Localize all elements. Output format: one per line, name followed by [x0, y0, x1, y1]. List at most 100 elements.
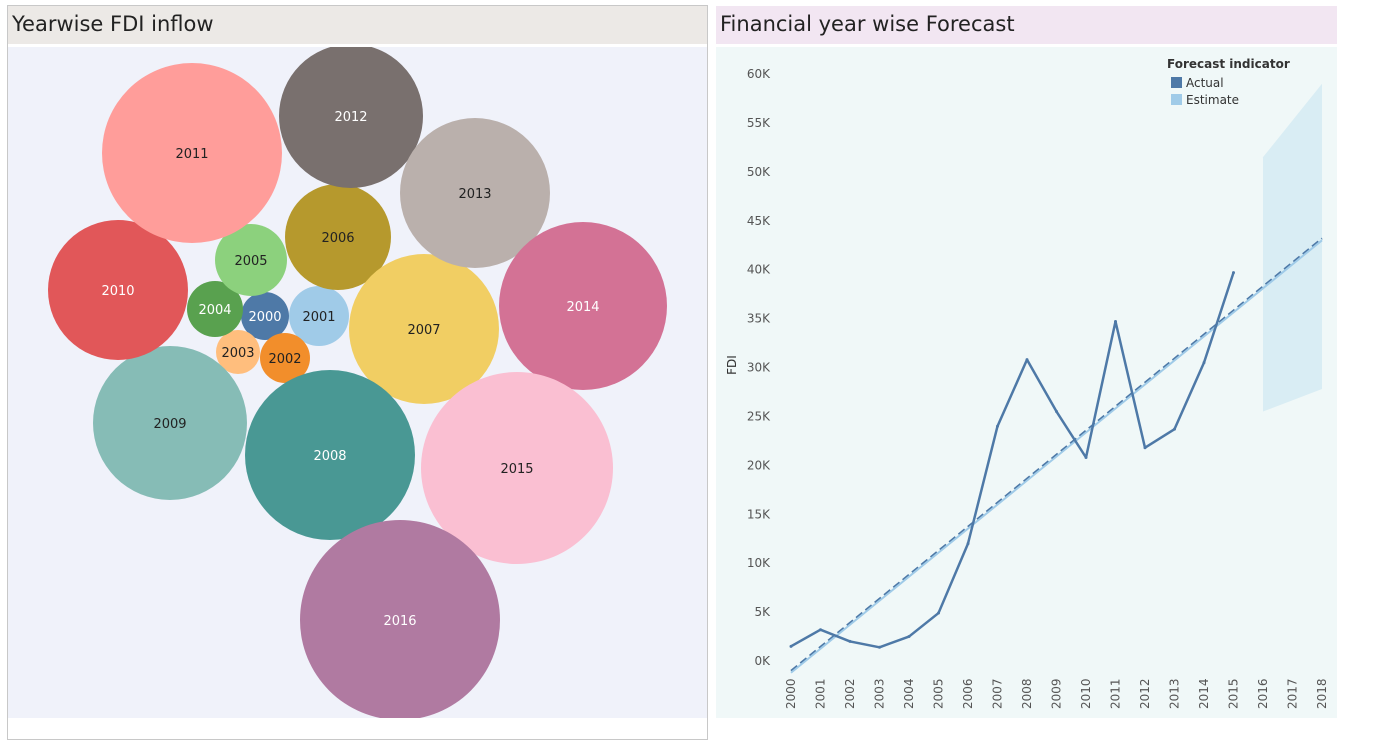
data-point[interactable] — [966, 542, 970, 546]
forecast-chart-header: Financial year wise Forecast — [716, 6, 1337, 44]
bubble-circle[interactable] — [260, 333, 310, 383]
bubble-2005[interactable]: 2005 — [215, 224, 287, 296]
data-point[interactable] — [878, 645, 881, 649]
data-point[interactable] — [1232, 271, 1235, 275]
y-tick-label: 45K — [747, 214, 771, 228]
series-line-actual[interactable] — [790, 272, 1235, 649]
x-tick-label: 2015 — [1227, 678, 1241, 709]
bubble-circle[interactable] — [400, 118, 550, 268]
bubble-2012[interactable]: 2012 — [279, 44, 423, 188]
bubble-label: 2002 — [268, 352, 301, 367]
bubble-circle[interactable] — [216, 330, 260, 374]
data-point[interactable] — [1173, 427, 1176, 431]
forecast-band — [1263, 83, 1322, 412]
data-point[interactable] — [848, 639, 852, 643]
bubble-circle[interactable] — [349, 254, 499, 404]
bubble-label: 2015 — [500, 462, 533, 477]
x-tick-label: 2011 — [1109, 678, 1123, 709]
x-tick-label: 2008 — [1020, 678, 1034, 709]
y-tick-label: 10K — [747, 556, 771, 570]
bubble-2007[interactable]: 2007 — [349, 254, 499, 404]
forecast-chart-title: Financial year wise Forecast — [720, 12, 1015, 36]
y-tick-label: 30K — [747, 361, 771, 375]
bubble-chart-area: 2000 2001 2002 2003 2004 2005 2006 2007 2008 2009… — [8, 44, 707, 720]
x-tick-label: 2006 — [961, 678, 975, 709]
bubble-2004[interactable]: 2004 — [187, 281, 243, 337]
x-tick-label: 2010 — [1079, 678, 1093, 709]
x-tick-label: 2003 — [873, 678, 887, 709]
bubble-2011[interactable]: 2011 — [102, 63, 282, 243]
data-point[interactable] — [907, 635, 911, 639]
bubble-circle[interactable] — [48, 220, 188, 360]
data-point[interactable] — [1202, 361, 1206, 365]
data-point[interactable] — [1114, 320, 1117, 324]
y-tick-label: 35K — [747, 312, 771, 326]
data-point[interactable] — [1025, 358, 1029, 362]
bubble-2014[interactable]: 2014 — [499, 222, 667, 390]
y-tick-label: 50K — [747, 165, 771, 179]
bubble-label: 2007 — [407, 323, 440, 338]
bubble-2013[interactable]: 2013 — [400, 118, 550, 268]
bubble-circle[interactable] — [279, 44, 423, 188]
legend-swatch — [1171, 94, 1182, 105]
bubble-label: 2001 — [302, 310, 335, 325]
bubble-circle[interactable] — [187, 281, 243, 337]
x-tick-label: 2013 — [1168, 678, 1182, 709]
data-point[interactable] — [1055, 410, 1058, 414]
bubble-label: 2016 — [383, 614, 416, 629]
forecast-chart-area: 0K 5K 10K 15K 20K 25K 30K 35K 40K 45K 50K 55K 60K FDI… — [716, 47, 1337, 718]
bubble-2008[interactable]: 2008 — [245, 370, 415, 540]
bubble-circle[interactable] — [300, 520, 500, 720]
bubble-2002[interactable]: 2002 — [260, 333, 310, 383]
x-tick-label: 2012 — [1138, 678, 1152, 709]
bubble-2000[interactable]: 2000 — [241, 292, 289, 340]
data-point[interactable] — [1143, 446, 1147, 450]
bubble-2016[interactable]: 2016 — [300, 520, 500, 720]
legend-item-label: Actual — [1186, 76, 1224, 90]
bubble-label: 2010 — [101, 284, 134, 299]
x-tick-label: 2016 — [1256, 678, 1270, 709]
x-tick-label: 2009 — [1050, 678, 1064, 709]
data-point[interactable] — [789, 644, 793, 648]
bubble-2010[interactable]: 2010 — [48, 220, 188, 360]
y-tick-label: 40K — [747, 263, 771, 277]
x-tick-label: 2002 — [843, 678, 857, 709]
x-tick-label: 2007 — [991, 678, 1005, 709]
bubble-circle[interactable] — [285, 184, 391, 290]
x-tick-label: 2001 — [814, 678, 828, 709]
bubble-label: 2008 — [313, 449, 346, 464]
bubble-circle[interactable] — [93, 346, 247, 500]
bubble-circle[interactable] — [102, 63, 282, 243]
bubble-circle[interactable] — [245, 370, 415, 540]
y-tick-label: 5K — [754, 605, 771, 619]
trend-line-1 — [790, 237, 1323, 672]
bubble-circle[interactable] — [499, 222, 667, 390]
bubble-2015[interactable]: 2015 — [421, 372, 613, 564]
bubble-label: 2009 — [153, 417, 186, 432]
legend: Forecast indicator Actual Estimate — [1167, 57, 1290, 107]
y-tick-label: 60K — [747, 67, 771, 81]
data-point[interactable] — [1084, 456, 1088, 460]
bubble-circle[interactable] — [289, 286, 349, 346]
bubble-circle[interactable] — [215, 224, 287, 296]
forecast-chart-svg: 0K 5K 10K 15K 20K 25K 30K 35K 40K 45K 50K 55K 60K FDI… — [725, 57, 1329, 709]
bubble-label: 2004 — [198, 303, 231, 318]
bubble-label: 2014 — [566, 300, 599, 315]
data-point[interactable] — [937, 611, 940, 615]
bubble-2006[interactable]: 2006 — [285, 184, 391, 290]
bubble-circle[interactable] — [241, 292, 289, 340]
bubble-label: 2003 — [221, 346, 254, 361]
x-tick-label: 2005 — [932, 678, 946, 709]
y-tick-label: 15K — [747, 507, 771, 521]
bubble-2001[interactable]: 2001 — [289, 286, 349, 346]
bubble-label: 2005 — [234, 254, 267, 269]
bubble-2003[interactable]: 2003 — [216, 330, 260, 374]
trend-line-2 — [790, 239, 1323, 674]
bubble-2009[interactable]: 2009 — [93, 346, 247, 500]
data-point[interactable] — [996, 424, 999, 428]
x-tick-label: 2014 — [1197, 678, 1211, 709]
bubble-circle[interactable] — [421, 372, 613, 564]
x-axis: 2000 2001 2002 2003 2004 2005 2006 2007 2008 2009… — [784, 678, 1329, 709]
data-point[interactable] — [819, 628, 822, 632]
y-tick-label: 0K — [754, 654, 771, 668]
